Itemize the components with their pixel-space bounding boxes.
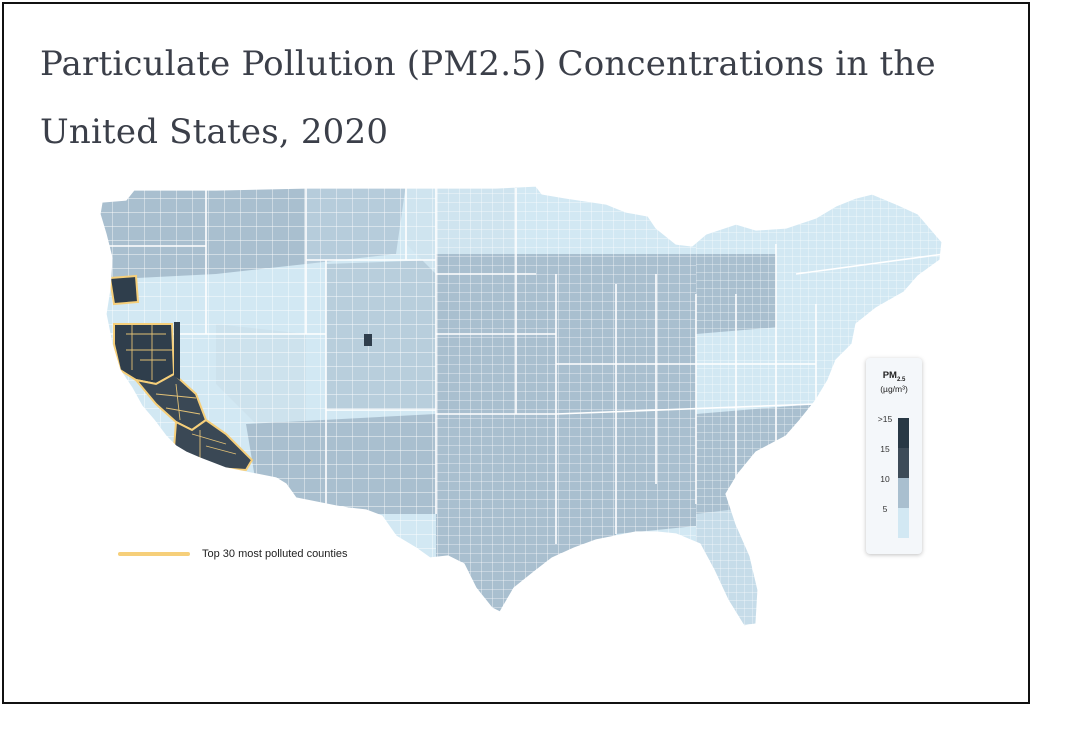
highlight-swatch bbox=[118, 552, 190, 556]
pm-color-scale: PM2.5 (µg/m³) >15 15 10 5 bbox=[866, 358, 922, 554]
scale-bar bbox=[898, 418, 909, 538]
scale-tick: >15 bbox=[877, 414, 893, 424]
region-california-central-valley bbox=[113, 322, 208, 432]
scale-unit: (µg/m³) bbox=[880, 384, 908, 394]
scale-title: PM2.5 bbox=[882, 370, 906, 383]
highlight-legend-label: Top 30 most polluted counties bbox=[202, 548, 348, 560]
map-title: Particulate Pollution (PM2.5) Concentrat… bbox=[40, 44, 936, 152]
highlight-legend: Top 30 most polluted counties bbox=[118, 548, 348, 560]
region-colorado-hotspot bbox=[364, 334, 372, 346]
state-borders bbox=[100, 188, 942, 544]
scale-tick: 5 bbox=[882, 504, 888, 514]
region-oregon-southwest bbox=[108, 274, 140, 306]
scale-tick: 10 bbox=[880, 474, 890, 484]
scale-bin--15 bbox=[898, 418, 909, 448]
scale-tick: 15 bbox=[880, 444, 890, 454]
us-county-map bbox=[99, 185, 943, 627]
scale-bin-5-10 bbox=[898, 478, 909, 508]
scale-bin-0-5 bbox=[898, 508, 909, 538]
scale-bin-10-15 bbox=[898, 448, 909, 478]
